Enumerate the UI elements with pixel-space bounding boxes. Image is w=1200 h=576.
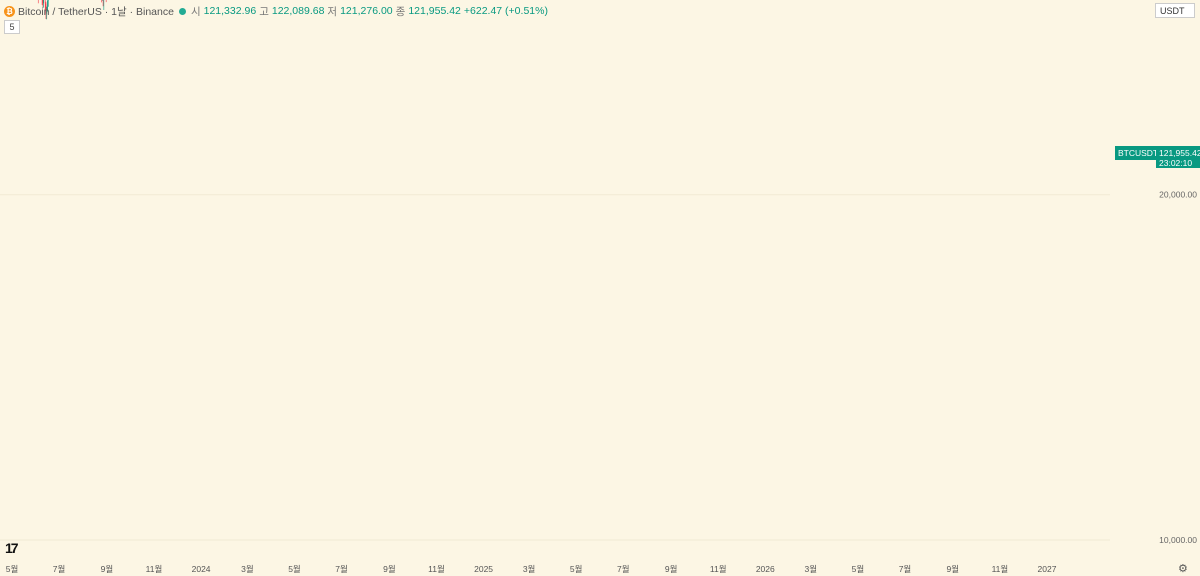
x-tick-label: 11월 xyxy=(146,564,163,574)
settings-gear-icon[interactable]: ⚙ xyxy=(1178,563,1188,575)
x-tick-label: 3월 xyxy=(805,564,818,574)
last-price: 121,955.42 xyxy=(1159,148,1200,158)
x-tick-label: 5월 xyxy=(570,564,583,574)
x-tick-label: 5월 xyxy=(852,564,865,574)
market-open-icon xyxy=(178,7,186,15)
candle-body xyxy=(47,0,48,12)
price-axis: 10,000.00 20,000.00 xyxy=(1159,190,1197,545)
x-tick-label: 9월 xyxy=(101,564,114,574)
x-tick-label: 7월 xyxy=(53,564,66,574)
symbol-price-tag: BTCUSDT xyxy=(1115,146,1162,160)
y-tick-label: 20,000.00 xyxy=(1159,190,1197,200)
candle-body xyxy=(46,11,48,14)
x-tick-label: 2025 xyxy=(474,564,493,574)
candle-body xyxy=(43,0,44,4)
candle-body xyxy=(45,3,47,14)
x-tick-label: 2026 xyxy=(756,564,775,574)
x-tick-label: 3월 xyxy=(241,564,254,574)
price-candles xyxy=(37,0,107,20)
x-tick-label: 5월 xyxy=(288,564,301,574)
grid xyxy=(0,194,1110,541)
x-tick-label: 2024 xyxy=(192,564,211,574)
x-tick-label: 3월 xyxy=(523,564,536,574)
x-tick-label: 5월 xyxy=(6,564,19,574)
low-value: 121,276.00 xyxy=(340,5,393,17)
x-tick-label: 7월 xyxy=(617,564,630,574)
close-value: 121,955.42 xyxy=(408,5,461,17)
bar-countdown: 23:02:10 xyxy=(1159,158,1193,168)
x-tick-label: 9월 xyxy=(665,564,678,574)
x-tick-label: 7월 xyxy=(899,564,912,574)
currency-button[interactable]: USDT xyxy=(1155,3,1195,18)
high-value: 122,089.68 xyxy=(271,5,325,17)
symbol-title[interactable]: Bitcoin / TetherUS · 1날 · Binance xyxy=(18,5,174,18)
change-value: +622.47 (+0.51%) xyxy=(463,5,548,17)
x-tick-label: 2027 xyxy=(1038,564,1057,574)
interval-box[interactable]: 5 xyxy=(4,20,20,34)
time-axis: 5월 7월 9월 11월 2024 3월 5월 7월 9월 11월 2025 3월 5월 7월 9월 11월 2… xyxy=(6,564,1057,574)
symbol-header: ₿ Bitcoin / TetherUS · 1날 · Binance 시 121… xyxy=(4,3,548,19)
last-price-tag: 121,955.42 23:02:10 xyxy=(1156,146,1200,168)
low-label: 저 xyxy=(327,5,338,18)
candle-body xyxy=(44,0,46,4)
y-tick-label: 10,000.00 xyxy=(1159,535,1197,545)
open-value: 121,332.96 xyxy=(203,5,257,17)
x-tick-label: 11월 xyxy=(992,564,1009,574)
candle-body xyxy=(42,0,44,4)
x-tick-label: 7월 xyxy=(335,564,348,574)
tradingview-logo-icon[interactable]: 17 xyxy=(5,540,19,556)
x-tick-label: 9월 xyxy=(383,564,396,574)
close-label: 종 xyxy=(395,5,406,18)
x-tick-label: 11월 xyxy=(428,564,445,574)
bitcoin-icon: ₿ xyxy=(4,5,15,17)
x-tick-label: 11월 xyxy=(710,564,727,574)
high-label: 고 xyxy=(259,5,269,18)
open-label: 시 xyxy=(190,5,201,18)
x-tick-label: 9월 xyxy=(947,564,960,574)
